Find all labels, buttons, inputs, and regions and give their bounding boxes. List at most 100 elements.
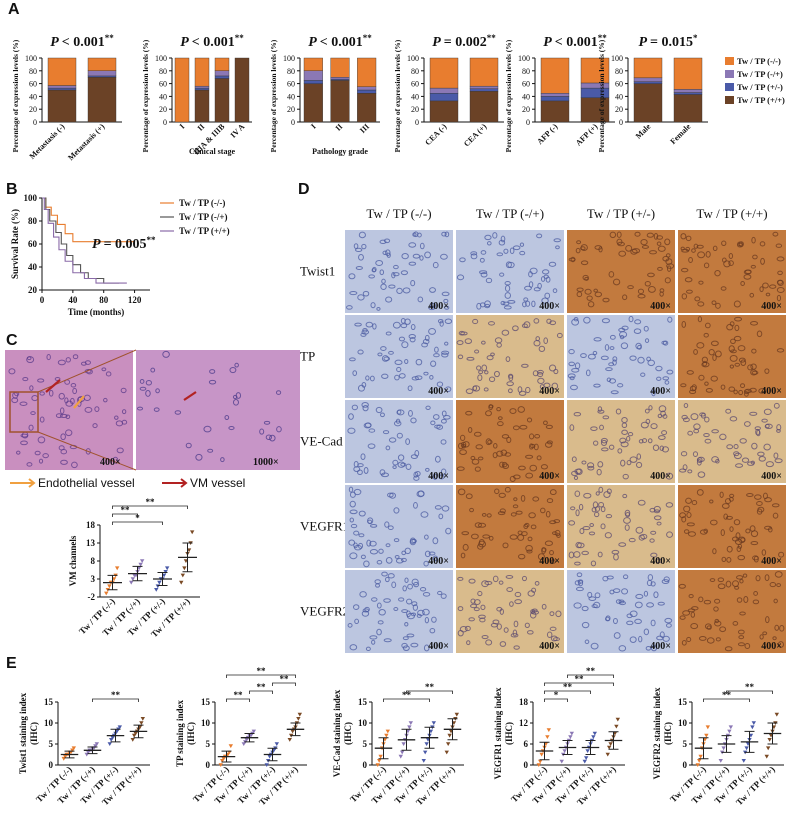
magnification: 400× <box>650 471 671 482</box>
y-axis-label: TP staining index <box>175 699 185 767</box>
nucleus <box>575 586 584 592</box>
nucleus <box>706 625 712 630</box>
magnification: 400× <box>761 471 782 482</box>
nucleus <box>579 528 585 535</box>
data-point <box>583 756 589 760</box>
legend-label: VM vessel <box>190 476 245 490</box>
annotation-stars: ** <box>147 235 157 245</box>
y-tick-label: 100 <box>518 54 530 63</box>
bar-segment <box>540 100 570 123</box>
nucleus <box>37 436 46 444</box>
bar-segment <box>357 92 377 123</box>
y-tick-label: 100 <box>407 54 419 63</box>
nucleus <box>425 467 430 472</box>
nucleus <box>694 296 701 302</box>
row-label: VEGFR2 <box>300 604 349 619</box>
nucleus <box>458 330 465 336</box>
nucleus <box>388 437 397 443</box>
row-label: VEGFR1 <box>300 519 349 534</box>
nucleus <box>541 603 547 610</box>
significance-bracket <box>112 505 188 509</box>
nucleus <box>647 359 655 367</box>
nucleus <box>419 586 427 592</box>
nucleus <box>497 511 506 516</box>
nucleus <box>406 612 415 620</box>
panel-label: D <box>298 181 310 198</box>
y-tick-label: 13 <box>86 538 96 548</box>
nucleus <box>554 529 561 537</box>
nucleus <box>376 560 383 565</box>
nucleus <box>422 591 431 597</box>
nucleus <box>731 536 740 542</box>
nucleus <box>481 364 488 372</box>
data-point <box>139 721 144 725</box>
nucleus <box>492 452 498 459</box>
bar-segment <box>429 57 459 89</box>
nucleus <box>398 373 406 379</box>
nucleus <box>711 300 717 306</box>
nucleus <box>367 443 376 449</box>
nucleus <box>568 520 576 526</box>
significance-bracket <box>406 690 453 694</box>
bar-segment <box>357 89 377 94</box>
nucleus <box>626 620 634 626</box>
nucleus <box>275 390 282 395</box>
nucleus <box>750 363 757 370</box>
y-tick-label: 0 <box>415 118 419 127</box>
nucleus <box>401 609 409 613</box>
y-tick-label: -2 <box>88 592 96 602</box>
nucleus <box>635 461 643 469</box>
nucleus <box>360 453 366 460</box>
nucleus <box>644 408 650 414</box>
nucleus <box>396 409 402 415</box>
nucleus <box>470 603 478 609</box>
nucleus <box>349 357 356 362</box>
nucleus <box>485 639 493 646</box>
nucleus <box>650 552 658 558</box>
bar-segment <box>633 57 663 79</box>
nucleus <box>549 549 554 556</box>
nucleus <box>526 417 533 423</box>
nucleus <box>523 297 529 302</box>
nucleus <box>347 623 353 628</box>
y-axis-label: VEGFR1 staining index <box>493 687 503 780</box>
nucleus <box>473 607 480 612</box>
data-point <box>562 749 567 753</box>
nucleus <box>584 276 589 281</box>
nucleus <box>376 602 382 609</box>
legend-swatch <box>725 83 734 91</box>
nucleus <box>776 583 782 588</box>
nucleus <box>603 491 611 498</box>
y-tick-label: 6 <box>524 739 529 749</box>
nucleus <box>644 338 650 344</box>
nucleus <box>377 620 384 625</box>
nucleus <box>419 255 424 261</box>
nucleus <box>733 451 740 457</box>
data-point <box>592 731 598 736</box>
y-tick-label: 20 <box>28 285 38 295</box>
nucleus <box>145 380 152 386</box>
x-tick-label: 40 <box>68 295 78 305</box>
nucleus <box>757 506 765 513</box>
nucleus <box>612 617 618 625</box>
nucleus <box>379 412 385 418</box>
arrow <box>45 379 61 393</box>
nucleus <box>518 465 526 471</box>
nucleus <box>429 374 434 380</box>
axis <box>371 702 464 766</box>
nucleus <box>737 345 746 352</box>
nucleus <box>430 420 436 426</box>
nucleus <box>743 596 749 603</box>
nucleus <box>404 547 411 555</box>
y-tick-label: 0 <box>363 760 368 770</box>
nucleus <box>370 523 378 528</box>
nucleus <box>704 416 710 423</box>
nucleus <box>683 505 691 513</box>
nucleus <box>775 243 783 248</box>
legend-label: Tw / TP (-/-) <box>179 198 225 208</box>
nucleus <box>620 459 626 467</box>
nucleus <box>629 355 637 361</box>
nucleus <box>532 496 540 502</box>
nucleus <box>55 413 63 418</box>
nucleus <box>743 274 752 280</box>
